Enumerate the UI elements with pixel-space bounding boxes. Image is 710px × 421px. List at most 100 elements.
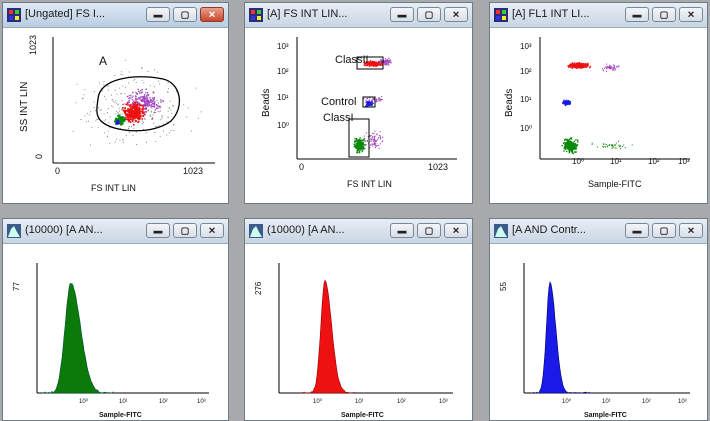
region-classi-box[interactable] [348,118,370,158]
minimize-button[interactable]: ▬ [390,223,414,238]
close-button[interactable]: ✕ [200,7,224,22]
event-dot [143,112,145,114]
event-dot [385,59,387,62]
event-dot [130,115,132,118]
plot-app-icon [249,8,263,22]
event-dot [578,62,580,64]
window-histogram-green[interactable]: (10000) [A AN... ▬ ▢ ✕ 77 10⁰ 10¹ 10² 10… [2,218,229,421]
event-dot [149,100,151,102]
event-dot [376,133,378,135]
event-dot [163,130,164,132]
x-tick-100: 10² [642,399,651,405]
event-dot [122,103,124,106]
scatter-plot-beads-fitc[interactable]: 10³ 10² 10¹ 10⁰ Beads 10⁰ 10¹ 10² 10³ Sa… [490,27,707,203]
event-dot [123,110,125,113]
event-dot [618,144,620,146]
event-dot [149,115,151,117]
event-dot [106,85,108,87]
event-dot [578,67,581,69]
scatter-plot-beads-fs[interactable]: ClassII Control ClassI 10³ 10² 10¹ 10⁰ B… [245,27,472,203]
event-dot [571,151,574,154]
minimize-button[interactable]: ▬ [146,223,170,238]
event-dot [381,141,383,143]
region-control-box[interactable] [362,96,376,108]
maximize-button[interactable]: ▢ [417,7,441,22]
event-dot [375,145,377,147]
event-dot [611,66,613,68]
title-bar[interactable]: [A] FS INT LIN... ▬ ▢ ✕ [245,3,472,28]
event-dot [572,66,574,68]
minimize-button[interactable]: ▬ [625,223,649,238]
window-ungated-scatter[interactable]: [Ungated] FS I... ▬ ▢ ✕ A 1023 0 SS INT … [2,2,229,204]
event-dot [142,123,143,125]
event-dot [376,62,378,65]
gate-label-a: A [99,54,107,68]
maximize-button[interactable]: ▢ [173,7,197,22]
minimize-button[interactable]: ▬ [390,7,414,22]
event-dot [124,111,127,113]
event-dot [571,67,574,69]
maximize-button[interactable]: ▢ [652,7,676,22]
histogram-plot[interactable]: 276 10⁰ 10¹ 10² 10³ Sample-FITC [245,243,472,421]
region-label-classii: ClassII [335,54,369,66]
event-dot [122,108,124,110]
x-tick-100: 10² [159,399,168,405]
region-classii-box[interactable] [356,56,384,70]
event-dot [577,65,579,68]
window-beads-fitc-scatter[interactable]: [A] FL1 INT LI... ▬ ▢ ✕ 10³ 10² 10¹ 10⁰ … [489,2,708,204]
event-dot [138,112,141,114]
event-dot [154,132,156,133]
gate-a-outline[interactable] [96,76,181,132]
histogram-plot[interactable]: 55 10⁰ 10¹ 10² 10³ Sample-FITC [490,243,707,421]
title-bar[interactable]: [Ungated] FS I... ▬ ▢ ✕ [3,3,228,28]
event-dot [365,64,367,67]
event-dot [145,100,147,102]
window-histogram-red[interactable]: (10000) [A AN... ▬ ▢ ✕ 276 10⁰ 10¹ 10² 1… [244,218,473,421]
event-dot [565,102,567,104]
event-dot [156,126,158,127]
close-button[interactable]: ✕ [200,223,224,238]
event-dot [148,93,150,95]
window-histogram-blue[interactable]: [A AND Contr... ▬ ▢ ✕ 55 10⁰ 10¹ 10² 10³… [489,218,708,421]
event-dot [375,61,378,64]
event-dot [149,114,151,116]
event-dot [132,106,134,109]
event-dot [118,103,120,105]
title-bar[interactable]: [A AND Contr... ▬ ▢ ✕ [490,219,707,244]
event-dot [133,115,135,118]
event-dot [146,94,148,96]
event-dot [130,111,132,113]
minimize-button[interactable]: ▬ [625,7,649,22]
event-dot [358,148,361,150]
event-dot [123,107,125,109]
event-dot [147,105,149,107]
maximize-button[interactable]: ▢ [173,223,197,238]
maximize-button[interactable]: ▢ [652,223,676,238]
event-dot [607,67,609,69]
event-dot [572,147,575,150]
maximize-button[interactable]: ▢ [417,223,441,238]
event-dot [128,111,130,113]
event-dot [145,92,147,93]
title-bar[interactable]: (10000) [A AN... ▬ ▢ ✕ [245,219,472,244]
event-dot [128,128,129,130]
title-bar[interactable]: (10000) [A AN... ▬ ▢ ✕ [3,219,228,244]
event-dot [574,65,577,68]
event-dot [168,88,169,90]
close-button[interactable]: ✕ [444,223,468,238]
event-dot [136,113,139,116]
close-button[interactable]: ✕ [444,7,468,22]
histogram-plot[interactable]: 77 10⁰ 10¹ 10² 10³ Sample-FITC [3,243,228,421]
event-dot [387,60,389,62]
event-dot [374,135,376,137]
event-dot [144,101,146,104]
scatter-plot-fs-ss[interactable]: A 1023 0 SS INT LIN 0 1023 FS INT LIN [3,27,228,203]
close-button[interactable]: ✕ [679,7,703,22]
event-dot [563,142,566,144]
event-dot [368,100,370,102]
window-beads-scatter[interactable]: [A] FS INT LIN... ▬ ▢ ✕ ClassII Control … [244,2,473,204]
event-dot [566,150,568,153]
close-button[interactable]: ✕ [679,223,703,238]
title-bar[interactable]: [A] FL1 INT LI... ▬ ▢ ✕ [490,3,707,28]
minimize-button[interactable]: ▬ [146,7,170,22]
